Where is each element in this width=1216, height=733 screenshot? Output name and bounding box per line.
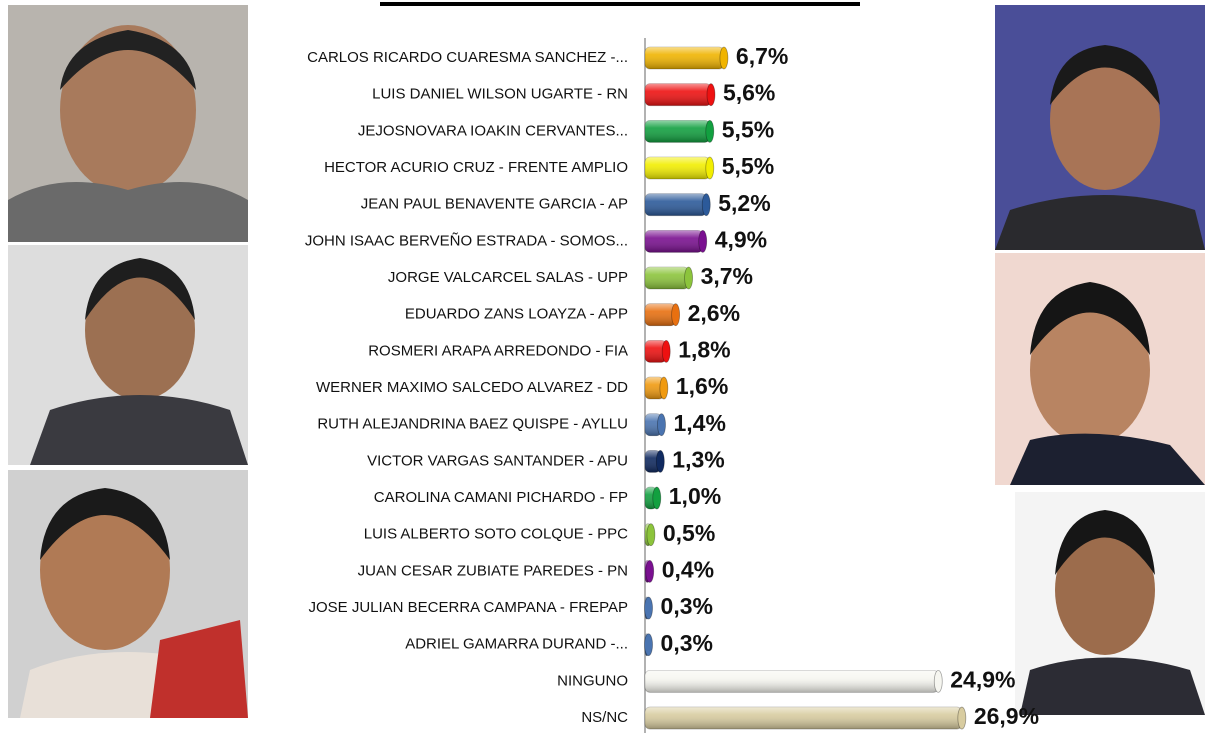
bar-cap [701, 193, 711, 217]
bar-cap [646, 523, 656, 547]
category-label: WERNER MAXIMO SALCEDO ALVAREZ - DD [316, 379, 628, 396]
bar-shade [645, 83, 711, 106]
bar-shade [645, 377, 664, 400]
value-label: 1,4% [673, 410, 725, 436]
bar-cap [957, 706, 967, 730]
category-label: JUAN CESAR ZUBIATE PAREDES - PN [358, 562, 628, 579]
bar-cap [645, 559, 655, 583]
bar-cap [705, 119, 715, 143]
value-label: 1,3% [672, 446, 724, 472]
bar-cap [719, 46, 729, 70]
bar-cap [659, 376, 669, 400]
photo [8, 470, 248, 718]
value-label: 0,3% [661, 593, 713, 619]
bar-shade [645, 157, 710, 180]
value-label: 6,7% [736, 43, 788, 69]
bar-shade [645, 120, 710, 143]
bar-shade [645, 47, 724, 69]
bar-cap [661, 339, 671, 363]
category-label: JORGE VALCARCEL SALAS - UPP [388, 269, 628, 286]
photo [8, 5, 248, 242]
value-label: 5,5% [722, 153, 774, 179]
category-label: VICTOR VARGAS SANTANDER - APU [367, 452, 628, 469]
bar-cap [705, 156, 715, 180]
photo [1015, 492, 1205, 715]
photo [995, 253, 1205, 485]
category-label: CARLOS RICARDO CUARESMA SANCHEZ -... [307, 49, 628, 66]
bar-cap [706, 83, 716, 107]
value-label: 1,6% [676, 373, 728, 399]
bar-cap [644, 633, 653, 657]
value-label: 24,9% [950, 666, 1015, 692]
bar-cap [644, 596, 653, 620]
value-label: 2,6% [688, 300, 740, 326]
category-label: RUTH ALEJANDRINA BAEZ QUISPE - AYLLU [317, 416, 628, 433]
bar-cap [657, 413, 666, 437]
value-label: 5,6% [723, 80, 775, 106]
category-label: NINGUNO [557, 672, 628, 689]
category-label: ADRIEL GAMARRA DURAND -... [405, 636, 628, 653]
bar-cap [933, 669, 943, 693]
bar-cap [684, 266, 693, 290]
value-label: 0,3% [661, 630, 713, 656]
bar-shade [645, 340, 667, 363]
bar-shade [645, 707, 962, 730]
category-label: NS/NC [581, 709, 628, 726]
category-label: CAROLINA CAMANI PICHARDO - FP [374, 489, 628, 506]
value-label: 1,8% [678, 336, 730, 362]
bar-shade [645, 303, 676, 326]
category-label: JEAN PAUL BENAVENTE GARCIA - AP [361, 196, 628, 213]
value-label: 26,9% [974, 703, 1039, 729]
value-label: 5,5% [722, 116, 774, 142]
bar-cap [652, 486, 662, 510]
bar-cap [671, 303, 681, 327]
category-label: LUIS DANIEL WILSON UGARTE - RN [372, 86, 628, 103]
category-label: JOHN ISAAC BERVEÑO ESTRADA - SOMOS... [305, 232, 628, 249]
value-label: 5,2% [718, 190, 770, 216]
photos [8, 5, 1205, 718]
category-label: JOSE JULIAN BECERRA CAMPANA - FREPAP [308, 599, 628, 616]
category-label: ROSMERI ARAPA ARREDONDO - FIA [368, 342, 628, 359]
category-label: JEJOSNOVARA IOAKIN CERVANTES... [358, 122, 628, 139]
photo [8, 245, 248, 465]
photo [995, 5, 1205, 250]
bar-shade [645, 193, 707, 216]
category-label: LUIS ALBERTO SOTO COLQUE - PPC [364, 526, 628, 543]
bar-shade [645, 670, 939, 693]
value-label: 4,9% [715, 226, 767, 252]
bar-shade [645, 413, 662, 436]
bar-cap [655, 449, 665, 473]
bar-shade [645, 267, 689, 290]
category-label: EDUARDO ZANS LOAYZA - APP [405, 306, 628, 323]
value-label: 0,5% [663, 520, 715, 546]
bar-shade [645, 230, 703, 253]
category-label: HECTOR ACURIO CRUZ - FRENTE AMPLIO [324, 159, 628, 176]
bar-shade [645, 450, 661, 473]
value-label: 1,0% [669, 483, 721, 509]
value-label: 3,7% [701, 263, 753, 289]
value-label: 0,4% [662, 556, 714, 582]
bar-cap [698, 229, 708, 253]
